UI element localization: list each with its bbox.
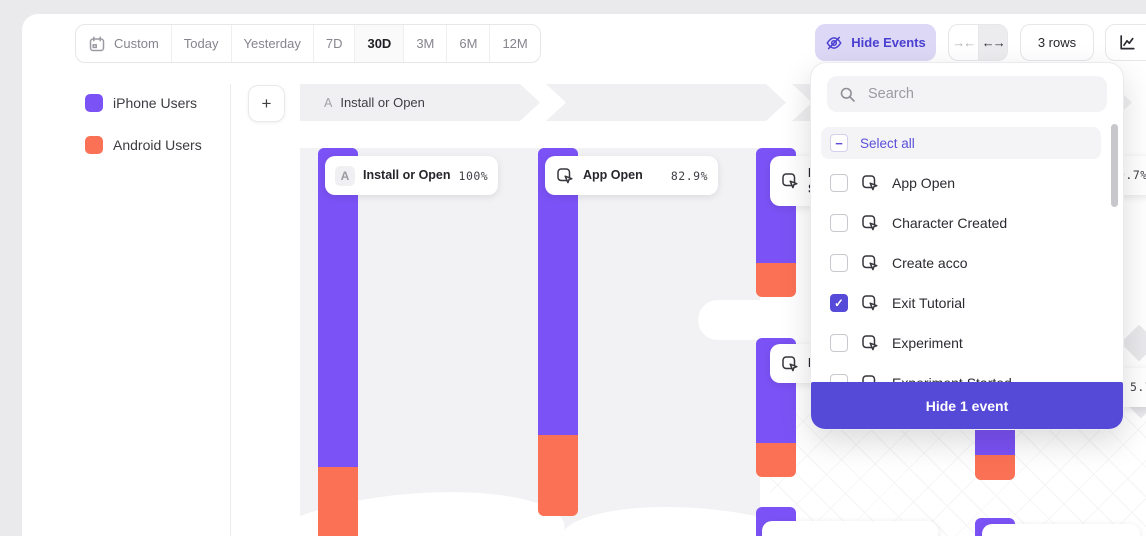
- card-label: Install or Open: [363, 168, 451, 183]
- funnel-card-app-open[interactable]: App Open 82.9%: [545, 156, 718, 195]
- funnel-card-install-or-open[interactable]: A Install or Open 100%: [325, 156, 498, 195]
- card-value: 82.9%: [670, 168, 708, 183]
- date-range-30d-active[interactable]: 30D: [354, 25, 404, 62]
- date-range-12m[interactable]: 12M: [489, 25, 539, 62]
- legend-label: Android Users: [113, 137, 202, 153]
- chart-line-icon: [1118, 33, 1137, 52]
- item-label: Exit Tutorial: [892, 295, 966, 311]
- event-click-icon: [860, 213, 880, 233]
- step-a-badge: A: [335, 165, 355, 186]
- date-range-label: Custom: [114, 36, 159, 51]
- step-header-2[interactable]: [546, 84, 786, 121]
- select-all-row[interactable]: − Select all: [821, 127, 1101, 159]
- legend-divider: [230, 84, 231, 536]
- add-step-button[interactable]: +: [248, 85, 285, 122]
- rows-count-button[interactable]: 3 rows: [1020, 24, 1094, 61]
- date-range-segmented-control: Custom Today Yesterday 7D 30D 3M 6M 12M: [75, 24, 541, 63]
- date-range-7d[interactable]: 7D: [312, 25, 355, 62]
- bar-step1-android[interactable]: [318, 467, 358, 536]
- funnel-card-row3-2[interactable]: [982, 524, 1140, 536]
- card-value: 5.7%: [1130, 380, 1146, 394]
- dropdown-item-character-created[interactable]: Character Created: [830, 203, 1101, 243]
- dropdown-item-create-acco[interactable]: Create acco: [830, 243, 1101, 283]
- android-users-swatch: [85, 136, 103, 154]
- card-label: App Open: [583, 168, 643, 183]
- event-click-icon: [860, 293, 880, 313]
- dropdown-item-exit-tutorial[interactable]: ✓ Exit Tutorial: [830, 283, 1101, 323]
- step-label: Install or Open: [340, 95, 425, 110]
- checkbox[interactable]: [830, 334, 848, 352]
- bar-row2-step2-android[interactable]: [975, 455, 1015, 480]
- item-label: Character Created: [892, 215, 1008, 231]
- search-icon: [839, 86, 856, 103]
- expand-columns-button[interactable]: ←→: [977, 25, 1007, 60]
- hide-events-button[interactable]: Hide Events: [815, 24, 936, 61]
- bar-step3-android[interactable]: [756, 263, 796, 297]
- step-header-install-or-open[interactable]: A Install or Open: [300, 84, 540, 121]
- event-click-icon: [860, 173, 880, 193]
- dropdown-item-app-open[interactable]: App Open: [830, 163, 1101, 203]
- bar-row2-step1-android[interactable]: [756, 443, 796, 477]
- legend-label: iPhone Users: [113, 95, 198, 111]
- event-search-box[interactable]: [827, 76, 1107, 112]
- hide-events-footer-label: Hide 1 event: [925, 397, 1009, 414]
- search-input[interactable]: [866, 85, 1095, 103]
- calendar-icon: [88, 35, 106, 53]
- item-label: Create acco: [892, 255, 968, 271]
- indeterminate-icon: −: [835, 135, 843, 151]
- card-value: 100%: [458, 168, 489, 183]
- iphone-users-swatch: [85, 94, 103, 112]
- collapse-columns-button[interactable]: →←: [949, 25, 978, 60]
- column-width-toggle: →← ←→: [948, 24, 1008, 61]
- item-label: Experiment: [892, 335, 963, 351]
- date-range-today[interactable]: Today: [170, 25, 231, 62]
- hide-events-dropdown: − Select all App Open Character Created: [810, 62, 1124, 430]
- select-all-checkbox[interactable]: −: [830, 134, 848, 152]
- item-label: App Open: [892, 175, 956, 191]
- users-metric-button[interactable]: U: [1105, 24, 1146, 61]
- event-click-icon: [860, 253, 880, 273]
- rows-count-label: 3 rows: [1037, 35, 1077, 50]
- eye-off-icon: [825, 34, 843, 52]
- hide-selected-events-button[interactable]: Hide 1 event: [811, 382, 1123, 429]
- step-prefix: A: [324, 95, 333, 110]
- hide-events-label: Hide Events: [851, 35, 926, 50]
- checkbox[interactable]: [830, 254, 848, 272]
- legend-item-iphone[interactable]: iPhone Users: [85, 94, 197, 112]
- dropdown-item-experiment[interactable]: Experiment: [830, 323, 1101, 363]
- arrows-expand-icon: ←→: [981, 35, 1006, 50]
- date-range-yesterday[interactable]: Yesterday: [230, 25, 313, 62]
- event-click-icon: [780, 171, 800, 191]
- arrows-collapse-icon: →←: [952, 35, 976, 50]
- bar-step1-iphone[interactable]: [318, 148, 358, 467]
- bar-step2-android[interactable]: [538, 435, 578, 516]
- event-click-icon: [780, 354, 800, 374]
- checkbox[interactable]: ✓: [830, 294, 848, 312]
- funnel-card-row3-1[interactable]: [762, 521, 938, 536]
- checkbox[interactable]: [830, 214, 848, 232]
- plus-icon: +: [261, 93, 272, 113]
- date-range-3m[interactable]: 3M: [403, 25, 446, 62]
- funnel-band-background: [300, 148, 760, 536]
- date-range-6m[interactable]: 6M: [446, 25, 489, 62]
- bar-step2-iphone[interactable]: [538, 148, 578, 435]
- checkbox[interactable]: [830, 174, 848, 192]
- check-icon: ✓: [834, 298, 844, 310]
- select-all-label: Select all: [860, 135, 915, 151]
- card-value: 9.7%: [1118, 168, 1146, 182]
- dropdown-scrollbar[interactable]: [1111, 124, 1118, 207]
- event-click-icon: [555, 166, 575, 186]
- event-click-icon: [860, 333, 880, 353]
- date-range-custom[interactable]: Custom: [76, 25, 171, 62]
- background-wave: [698, 300, 776, 340]
- legend-item-android[interactable]: Android Users: [85, 136, 202, 154]
